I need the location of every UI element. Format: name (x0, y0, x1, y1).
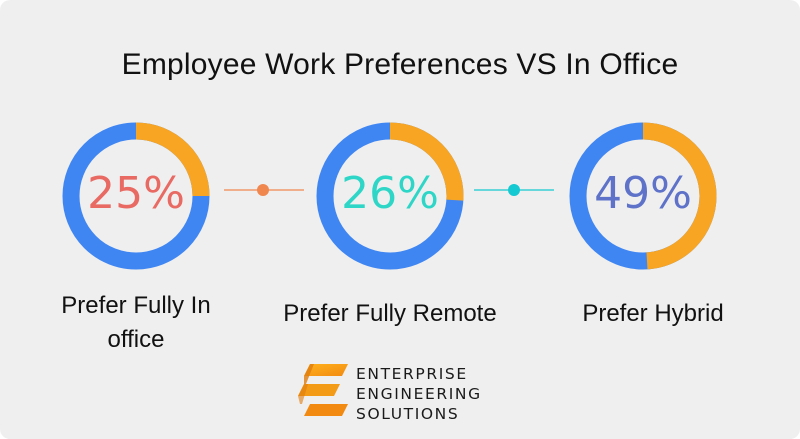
percent-value: 25% (87, 168, 185, 219)
brand-line: ENGINEERING (356, 385, 482, 403)
category-label-line: Prefer Fully In (61, 292, 211, 319)
percent-value: 26% (341, 168, 439, 219)
enterprise-engineering-solutions-logo-icon (298, 364, 348, 416)
category-label-line: office (107, 326, 165, 353)
category-label-line: Prefer Fully Remote (283, 300, 497, 327)
category-label: Prefer Fully In office (56, 289, 216, 357)
donut-chart-hybrid (569, 122, 717, 270)
category-label-line: Prefer Hybrid (582, 300, 724, 327)
donut-arc (569, 122, 717, 270)
donut-chart-in-office (62, 122, 210, 270)
category-label: Prefer Fully Remote (270, 297, 510, 331)
page-title: Employee Work Preferences VS In Office (121, 48, 679, 81)
brand-wordmark: ENTERPRISE ENGINEERING SOLUTIONS (356, 364, 482, 424)
donut-arc (62, 122, 210, 270)
brand-line: ENTERPRISE (356, 365, 468, 383)
donut-arc (316, 122, 464, 270)
brand-line: SOLUTIONS (356, 405, 460, 423)
percent-value: 49% (594, 168, 692, 219)
connector-dot (257, 184, 269, 196)
connector-line (474, 184, 554, 196)
connector-dot (508, 184, 520, 196)
category-label: Prefer Hybrid (563, 297, 743, 331)
donut-chart-fully-remote (316, 122, 464, 270)
connector-line (224, 184, 304, 196)
